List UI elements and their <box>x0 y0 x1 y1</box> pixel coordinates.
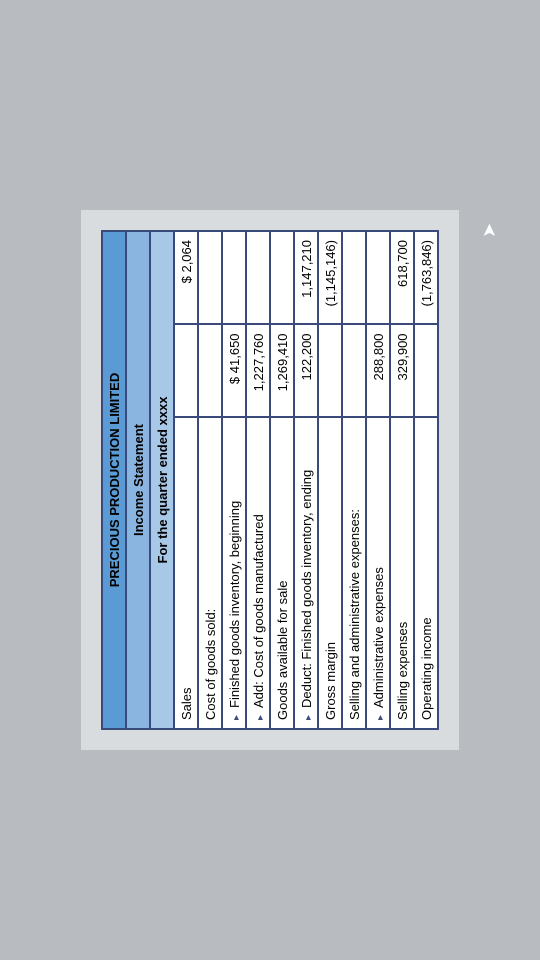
row-col2 <box>222 231 246 324</box>
row-col2 <box>342 231 366 324</box>
table-row: Goods available for sale1,269,410 <box>270 231 294 729</box>
row-label: Finished goods inventory, beginning <box>222 417 246 729</box>
row-col1: 122,200 <box>294 324 318 416</box>
row-label: Goods available for sale <box>270 417 294 729</box>
row-label: Sales <box>174 417 198 729</box>
row-label: Selling and administrative expenses: <box>342 417 366 729</box>
row-col2: 618,700 <box>390 231 414 324</box>
row-col2 <box>246 231 270 324</box>
table-row: Add: Cost of goods manufactured1,227,760 <box>246 231 270 729</box>
table-row: Gross margin (1,145,146) <box>318 231 342 729</box>
row-col2 <box>270 231 294 324</box>
statement-title: Income Statement <box>126 231 150 729</box>
row-label: Add: Cost of goods manufactured <box>246 417 270 729</box>
row-col2: $ 2,064 <box>174 231 198 324</box>
row-col2 <box>366 231 390 324</box>
row-label: Administrative expenses <box>366 417 390 729</box>
table-row: Operating income (1,763,846) <box>414 231 438 729</box>
period-header: For the quarter ended xxxx <box>150 231 174 729</box>
row-label: Cost of goods sold: <box>198 417 222 729</box>
row-col2: 1,147,210 <box>294 231 318 324</box>
row-col1 <box>342 324 366 416</box>
row-col1 <box>414 324 438 416</box>
row-col2 <box>198 231 222 324</box>
row-col1: $ 41,650 <box>222 324 246 416</box>
row-label: Operating income <box>414 417 438 729</box>
row-col1: 288,800 <box>366 324 390 416</box>
table-row: Finished goods inventory, beginning$ 41,… <box>222 231 246 729</box>
row-col1 <box>318 324 342 416</box>
income-statement-sheet: PRECIOUS PRODUCTION LIMITED Income State… <box>81 210 459 750</box>
row-col1: 1,269,410 <box>270 324 294 416</box>
income-statement-table: PRECIOUS PRODUCTION LIMITED Income State… <box>101 230 439 730</box>
row-col1 <box>198 324 222 416</box>
mouse-cursor-icon: ➤ <box>480 222 501 237</box>
table-row: Sales $ 2,064 <box>174 231 198 729</box>
table-row: Administrative expenses288,800 <box>366 231 390 729</box>
row-col2: (1,763,846) <box>414 231 438 324</box>
row-col1 <box>174 324 198 416</box>
row-col2: (1,145,146) <box>318 231 342 324</box>
table-row: Selling and administrative expenses: <box>342 231 366 729</box>
row-label: Gross margin <box>318 417 342 729</box>
table-row: Selling expenses329,900618,700 <box>390 231 414 729</box>
table-row: Cost of goods sold: <box>198 231 222 729</box>
company-header: PRECIOUS PRODUCTION LIMITED <box>102 231 126 729</box>
table-row: Deduct: Finished goods inventory, ending… <box>294 231 318 729</box>
row-col1: 329,900 <box>390 324 414 416</box>
row-label: Selling expenses <box>390 417 414 729</box>
row-label: Deduct: Finished goods inventory, ending <box>294 417 318 729</box>
row-col1: 1,227,760 <box>246 324 270 416</box>
